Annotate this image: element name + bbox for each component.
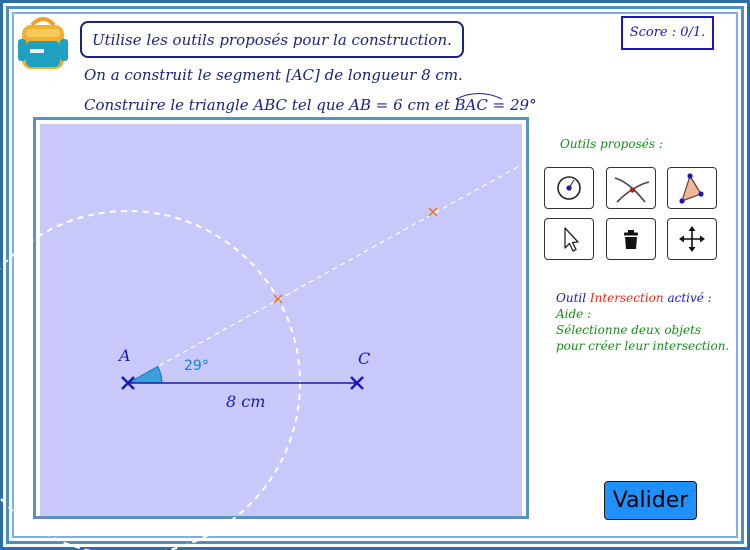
circle-tool-button[interactable]: [544, 167, 594, 209]
geometry-canvas[interactable]: [40, 124, 522, 516]
angle-notation: BAC: [454, 93, 502, 114]
polygon-tool-button[interactable]: [667, 167, 717, 209]
intersection-icon: [614, 177, 650, 203]
statement-line-2: Construire le triangle ABC tel que AB = …: [84, 93, 537, 114]
delete-tool-button[interactable]: [606, 218, 656, 260]
tools-title: Outils proposés :: [560, 137, 663, 151]
move-pointer-tool-button[interactable]: [544, 218, 594, 260]
intersection-tool-button[interactable]: [606, 167, 656, 209]
move-arrows-icon: [679, 226, 705, 252]
instruction-box: Utilise les outils proposés pour la cons…: [80, 21, 464, 58]
help-line-1: Sélectionne deux objets: [556, 323, 702, 337]
cursor-arrow-icon: [564, 227, 579, 252]
active-tool-name: Intersection: [589, 291, 664, 305]
statement-line-2-suffix: = 29°: [487, 96, 537, 114]
tool-status: Outil Intersection activé : Aide : Sélec…: [556, 290, 729, 354]
statement-line-2-prefix: Construire le triangle ABC tel que AB = …: [84, 96, 455, 114]
circle-with-center-icon: [557, 176, 581, 200]
active-tool-line: Outil Intersection activé :: [556, 290, 729, 306]
help-label: Aide :: [556, 307, 592, 321]
statement-line-1: On a construit le segment [AC] de longue…: [84, 66, 463, 84]
help-line-2: pour créer leur intersection.: [556, 339, 730, 353]
instruction-text: Utilise les outils proposés pour la cons…: [92, 31, 452, 49]
backpack-icon: [18, 17, 68, 69]
active-tool-prefix: Outil: [556, 291, 590, 305]
active-tool-suffix: activé :: [663, 291, 712, 305]
angle-hat-icon: [455, 93, 502, 100]
geometry-canvas-frame: [33, 117, 529, 519]
triangle-polygon-icon: [679, 173, 704, 204]
move-view-tool-button[interactable]: [667, 218, 717, 260]
score-display: Score : 0/1.: [621, 16, 714, 50]
angle-name: BAC: [454, 96, 488, 114]
trash-icon: [624, 230, 638, 249]
validate-button[interactable]: Valider: [604, 481, 697, 520]
